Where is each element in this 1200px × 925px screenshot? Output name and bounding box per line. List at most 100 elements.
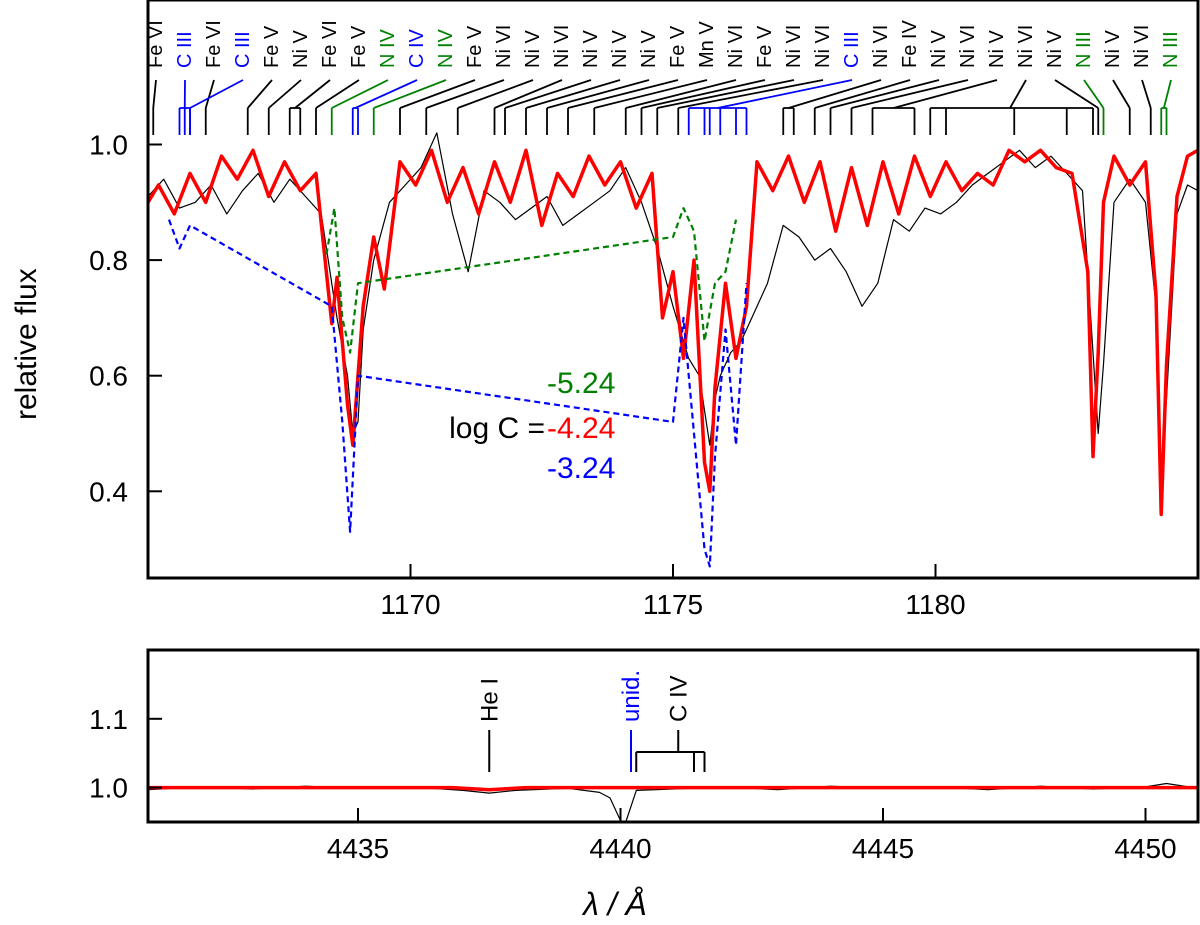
- top-line-id-label-35: N III: [1160, 31, 1182, 68]
- top-line-id-label-23: Ni VI: [812, 25, 834, 68]
- top-series-1-line: [148, 148, 1198, 517]
- top-line-id-label-20: Ni VI: [725, 25, 747, 68]
- top-line-id-label-30: Ni VI: [1015, 25, 1037, 68]
- top-xtick-label-2: 1180: [905, 589, 965, 620]
- top-line-id-label-18: Fe V: [667, 25, 689, 68]
- top-line-id-leader-28: [851, 79, 969, 109]
- top-line-id-label-7: Fe V: [348, 25, 370, 68]
- top-ytick-label-0: 0.4: [89, 476, 128, 507]
- top-line-id-label-26: Fe IV: [899, 20, 921, 68]
- top-line-id-label-13: Ni V: [522, 30, 544, 68]
- top-line-id-leader-0: [152, 79, 157, 109]
- top-line-id-leader-34: [1141, 79, 1152, 109]
- top-line-id-leader-16: [525, 79, 621, 109]
- top-line-id-label-2: Fe VI: [203, 20, 225, 68]
- top-panel-frame: [146, 0, 1200, 580]
- top-series-3-line: [167, 219, 748, 568]
- top-ytick-label-3: 1.0: [89, 130, 128, 161]
- top-line-id-label-25: Ni VI: [870, 25, 892, 68]
- top-line-id-leader-35: [1163, 79, 1172, 109]
- top-line-id-label-31: Ni V: [1044, 30, 1066, 68]
- top-line-id-leader-32: [1083, 79, 1105, 109]
- top-line-id-leader-11: [399, 79, 476, 109]
- top-line-id-leader-17: [546, 79, 650, 109]
- top-series-0-line: [148, 132, 1198, 481]
- top-ytick-label-2: 0.8: [89, 245, 128, 276]
- top-line-id-label-0: Fe VI: [145, 20, 167, 68]
- bottom-panel-marks: 4435 4440 4445 4450 1.0 1.1 He I unid. C IV: [89, 670, 1198, 864]
- x-axis-label: λ / Å: [581, 886, 647, 922]
- top-line-id-label-11: Fe V: [464, 25, 486, 68]
- top-line-id-label-22: Ni VI: [783, 25, 805, 68]
- top-line-id-leader-9: [355, 79, 418, 109]
- log-c-prefix: log C =: [449, 412, 545, 445]
- top-line-id-label-33: Ni V: [1102, 30, 1124, 68]
- bottom-line-id-label-2: C IV: [665, 675, 692, 722]
- top-line-id-leader-31: [1054, 79, 1099, 109]
- top-line-id-leader-24: [717, 79, 853, 109]
- top-line-id-leader-14: [494, 79, 563, 109]
- top-line-id-leader-6: [294, 79, 331, 109]
- top-xtick-label-1: 1175: [643, 589, 703, 620]
- top-line-id-label-3: C III: [232, 31, 254, 68]
- top-line-id-label-9: C IV: [406, 28, 428, 68]
- top-ytick-label-1: 0.6: [89, 361, 128, 392]
- bottom-xtick-label-3: 4450: [1114, 833, 1176, 864]
- top-line-id-leader-18: [567, 79, 679, 109]
- top-line-id-label-19: Mn V: [696, 21, 718, 68]
- top-xtick-label-0: 1170: [380, 589, 440, 620]
- top-line-id-label-6: Fe VI: [319, 20, 341, 68]
- bottom-line-id-label-0: He I: [476, 678, 503, 722]
- top-line-id-leader-20: [625, 79, 737, 109]
- top-line-id-leader-33: [1112, 79, 1131, 109]
- top-line-id-leader-19: [594, 79, 708, 109]
- top-line-id-leader-4: [247, 79, 273, 109]
- top-line-id-leader-5: [268, 79, 302, 109]
- top-line-id-label-17: Ni V: [638, 30, 660, 68]
- bottom-panel-frame: [146, 648, 1200, 824]
- bottom-ytick-label-1: 1.1: [89, 704, 128, 735]
- top-line-id-leader-13: [457, 79, 534, 109]
- top-line-id-label-16: Ni V: [609, 30, 631, 68]
- top-line-id-leader-15: [504, 79, 592, 109]
- bottom-xtick-label-2: 4445: [852, 833, 914, 864]
- y-axis-label: relative flux: [10, 268, 43, 420]
- top-line-id-leader-27: [830, 79, 940, 109]
- top-line-id-leader-3: [189, 79, 244, 109]
- top-line-id-label-4: Fe V: [261, 25, 283, 68]
- top-line-id-label-27: Ni V: [928, 30, 950, 68]
- top-line-id-leader-30: [1009, 79, 1027, 109]
- top-line-id-label-28: Ni VI: [957, 25, 979, 68]
- top-line-id-label-1: C III: [174, 31, 196, 68]
- top-line-id-label-21: Fe V: [754, 25, 776, 68]
- bottom-xtick-label-1: 4440: [589, 833, 651, 864]
- top-line-id-leader-23: [678, 79, 824, 109]
- top-line-id-label-8: N IV: [377, 28, 399, 68]
- bottom-series-1-line: [148, 785, 1198, 792]
- top-line-id-label-24: C III: [841, 31, 863, 68]
- log-c-value-mid: -4.24: [547, 412, 615, 445]
- top-line-id-label-29: Ni V: [986, 30, 1008, 68]
- top-line-id-leader-10: [373, 79, 447, 109]
- top-line-id-leader-12: [425, 79, 505, 109]
- top-line-id-label-15: Ni V: [580, 30, 602, 68]
- top-line-id-leader-26: [814, 79, 911, 109]
- top-line-id-leader-21: [641, 79, 766, 109]
- top-line-id-label-10: N IV: [435, 28, 457, 68]
- top-line-id-leader-7: [315, 79, 360, 109]
- top-line-id-label-5: Ni V: [290, 30, 312, 68]
- top-line-id-label-32: N III: [1073, 31, 1095, 68]
- top-line-id-label-12: Ni VI: [493, 25, 515, 68]
- bottom-ytick-label-0: 1.0: [89, 773, 128, 804]
- top-line-id-leader-8: [331, 79, 389, 109]
- top-panel-marks: 1170 1175 1180 0.4 0.6 0.8 1.0 Fe VI C III Fe VI C…: [89, 20, 1198, 620]
- log-c-value-high: -3.24: [547, 452, 615, 485]
- top-line-id-leader-2: [204, 79, 215, 109]
- log-c-value-low: -5.24: [547, 367, 615, 400]
- top-line-id-leader-25: [788, 79, 882, 109]
- top-line-id-leader-22: [657, 79, 795, 109]
- top-line-id-label-34: Ni VI: [1131, 25, 1153, 68]
- bottom-xtick-label-0: 4435: [327, 833, 389, 864]
- top-line-id-leader-29: [893, 79, 998, 109]
